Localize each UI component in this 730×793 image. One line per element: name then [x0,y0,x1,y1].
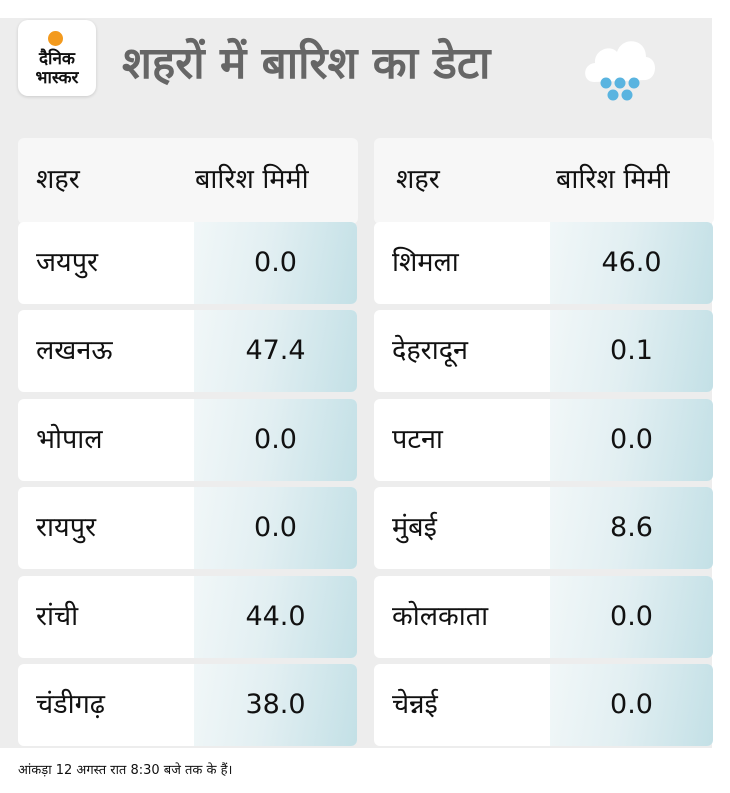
table-row: भोपाल 0.0 [18,399,357,481]
rain-value-cell [194,222,357,304]
left-header-city: शहर [36,164,80,195]
rain-value-cell [194,399,357,481]
table-row: कोलकाता 0.0 [374,576,713,658]
table-row: चंडीगढ़ 38.0 [18,664,357,746]
rain-value: 0.0 [254,424,297,455]
rain-value: 0.0 [254,512,297,543]
right-table-header [374,138,714,224]
left-header-rain: बारिश मिमी [195,164,309,195]
logo-sun-dot [48,31,63,46]
city-name: पटना [392,424,443,455]
page-title: शहरों में बारिश का डेटा [122,38,491,89]
right-header-city: शहर [396,164,440,195]
city-name: रायपुर [36,512,97,543]
rain-value-cell [550,576,713,658]
table-row: देहरादून 0.1 [374,310,713,392]
data-footnote: आंकड़ा 12 अगस्त रात 8:30 बजे तक के हैं। [18,763,233,778]
table-row: मुंबई 8.6 [374,487,713,569]
table-row: चेन्नई 0.0 [374,664,713,746]
city-name: लखनऊ [36,335,113,366]
rain-value-cell [550,664,713,746]
rain-value: 0.0 [610,689,653,720]
rain-value-cell [550,399,713,481]
right-header-rain: बारिश मिमी [556,164,670,195]
left-table-header [18,138,358,224]
rain-value: 47.4 [245,335,306,366]
city-name: चंडीगढ़ [36,689,105,720]
rain-value: 0.1 [610,335,653,366]
table-row: जयपुर 0.0 [18,222,357,304]
city-name: मुंबई [392,512,437,543]
table-row: रायपुर 0.0 [18,487,357,569]
rain-value-cell [194,576,357,658]
rain-value: 0.0 [254,247,297,278]
rain-value: 0.0 [610,601,653,632]
city-name: देहरादून [392,335,469,366]
rain-value: 46.0 [601,247,662,278]
table-row: पटना 0.0 [374,399,713,481]
city-name: भोपाल [36,424,103,455]
logo-text-line2: भास्कर [35,68,79,88]
city-name: शिमला [392,247,459,278]
brand-logo: दैनिक भास्कर [18,20,96,96]
rain-value-cell [550,310,713,392]
city-name: जयपुर [36,247,99,278]
rain-value-cell [194,487,357,569]
city-name: कोलकाता [392,601,489,632]
city-name: चेन्नई [392,689,438,720]
rain-value-cell [194,664,357,746]
table-row: लखनऊ 47.4 [18,310,357,392]
rain-value: 8.6 [610,512,653,543]
rain-value-cell [550,487,713,569]
rain-value-cell [194,310,357,392]
rain-cloud-icon [585,41,655,101]
rain-value-cell [550,222,713,304]
rain-value: 44.0 [245,601,306,632]
rain-value: 0.0 [610,424,653,455]
rain-value: 38.0 [245,689,306,720]
table-row: शिमला 46.0 [374,222,713,304]
city-name: रांची [36,601,79,632]
table-row: रांची 44.0 [18,576,357,658]
logo-text-line1: दैनिक [39,49,75,69]
